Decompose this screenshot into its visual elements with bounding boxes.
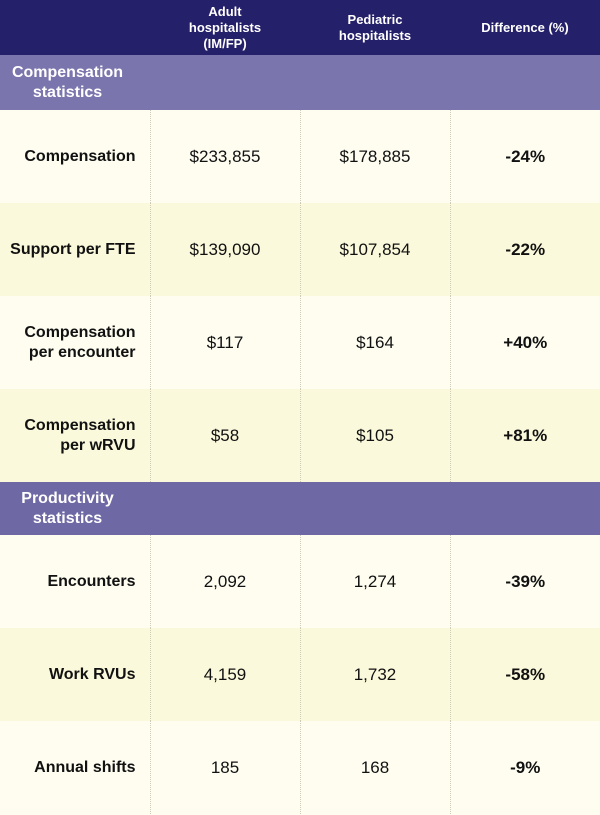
adult-value: 185 — [149, 721, 300, 814]
row-label: Support per FTE — [0, 203, 150, 296]
section-fill — [150, 55, 300, 110]
header-pediatric: Pediatric hospitalists — [300, 0, 450, 55]
section-fill — [450, 55, 600, 110]
pediatric-value: 1,274 — [299, 535, 450, 628]
adult-value: $58 — [149, 389, 300, 482]
section-fill — [450, 482, 600, 535]
pediatric-value: 168 — [299, 721, 450, 814]
section-header-row: Productivity statistics — [0, 482, 600, 535]
table-row: Encounters 2,092 1,274 -39% — [0, 535, 600, 628]
difference-value: +81% — [449, 389, 600, 482]
difference-value: -22% — [449, 203, 600, 296]
section-header-row: Compensation statistics — [0, 55, 600, 110]
section-fill — [300, 482, 450, 535]
row-label: Encounters — [0, 535, 150, 628]
section-title: Compensation statistics — [0, 55, 150, 110]
pediatric-value: 1,732 — [299, 628, 450, 721]
row-label: Compensation per encounter — [0, 296, 150, 389]
row-label: Compensation per wRVU — [0, 389, 150, 482]
pediatric-value: $178,885 — [299, 110, 450, 203]
difference-value: -58% — [449, 628, 600, 721]
row-label: Work RVUs — [0, 628, 150, 721]
adult-value: $233,855 — [149, 110, 300, 203]
header-blank — [0, 0, 150, 55]
adult-value: 4,159 — [149, 628, 300, 721]
difference-value: -24% — [449, 110, 600, 203]
difference-value: -39% — [449, 535, 600, 628]
row-label: Annual shifts — [0, 721, 150, 814]
adult-value: $117 — [149, 296, 300, 389]
section-fill — [300, 55, 450, 110]
adult-value: 2,092 — [149, 535, 300, 628]
table-row: Support per FTE $139,090 $107,854 -22% — [0, 203, 600, 296]
pediatric-value: $164 — [299, 296, 450, 389]
section-fill — [150, 482, 300, 535]
table-row: Compensation $233,855 $178,885 -24% — [0, 110, 600, 203]
header-row: Adult hospitalists (IM/FP) Pediatric hos… — [0, 0, 600, 55]
pediatric-value: $105 — [299, 389, 450, 482]
adult-value: $139,090 — [149, 203, 300, 296]
section-title: Productivity statistics — [0, 482, 150, 535]
difference-value: -9% — [449, 721, 600, 814]
pediatric-value: $107,854 — [299, 203, 450, 296]
difference-value: +40% — [449, 296, 600, 389]
table-row: Work RVUs 4,159 1,732 -58% — [0, 628, 600, 721]
table-row: Compensation per wRVU $58 $105 +81% — [0, 389, 600, 482]
table-row: Compensation per encounter $117 $164 +40… — [0, 296, 600, 389]
header-adult: Adult hospitalists (IM/FP) — [150, 0, 300, 55]
row-label: Compensation — [0, 110, 150, 203]
header-difference: Difference (%) — [450, 0, 600, 55]
table-row: Annual shifts 185 168 -9% — [0, 721, 600, 814]
